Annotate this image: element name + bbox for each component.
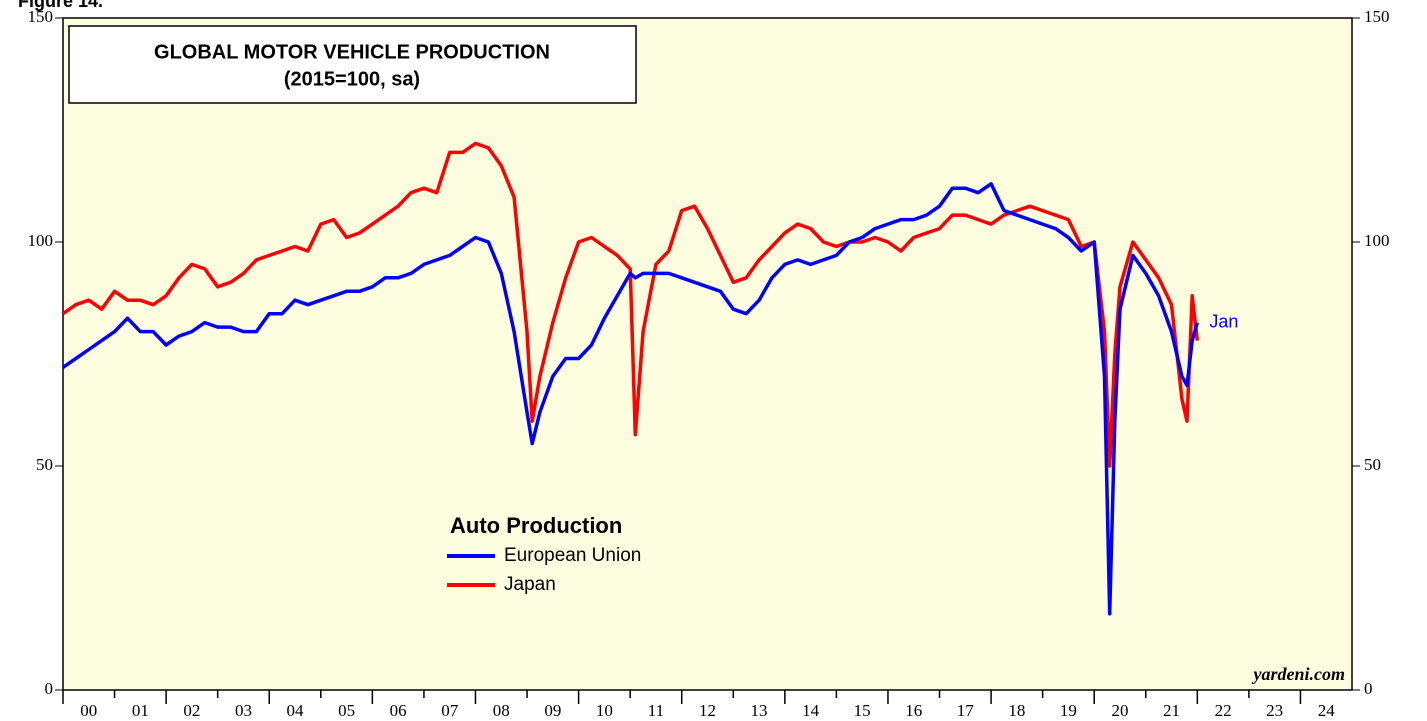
y-tick-label-right: 150 [1364,7,1390,26]
legend-label: Japan [504,574,556,595]
series-line [61,141,1200,468]
x-tick-label: 23 [1266,701,1283,720]
x-tick-label: 03 [235,701,252,720]
x-tick-label: 05 [338,701,355,720]
y-tick-label: 100 [28,231,54,250]
x-tick-label: 14 [802,701,820,720]
chart-title: GLOBAL MOTOR VEHICLE PRODUCTION [154,41,550,63]
x-tick-label: 19 [1060,701,1077,720]
x-tick-label: 15 [854,701,871,720]
x-tick-label: 11 [648,701,664,720]
x-tick-label: 20 [1111,701,1128,720]
plot-area [62,17,1353,691]
y-tick-label: 50 [36,455,53,474]
x-tick-label: 04 [287,701,305,720]
x-tick-label: 16 [905,701,922,720]
x-tick-label: 07 [441,701,459,720]
source: yardeni.com [1252,664,1346,684]
legend-title: Auto Production [450,513,622,538]
x-tick-label: 02 [183,701,200,720]
x-tick-label: 01 [132,701,149,720]
x-tick-label: 13 [751,701,768,720]
y-tick-label: 0 [45,679,54,698]
x-tick-label: 06 [390,701,407,720]
legend-label: European Union [504,545,641,566]
x-tick-label: 22 [1215,701,1232,720]
y-tick-label-right: 50 [1364,455,1381,474]
series-line [62,182,1199,616]
x-tick-label: 12 [699,701,716,720]
y-tick-label: 150 [28,7,54,26]
figure-label: Figure 14. [18,0,103,11]
x-tick-label: 24 [1318,701,1336,720]
x-tick-label: 09 [544,701,561,720]
title-box [68,25,637,104]
x-tick-label: 17 [957,701,975,720]
y-tick-label-right: 100 [1364,231,1390,250]
x-tick-label: 21 [1163,701,1180,720]
x-tick-label: 00 [80,701,97,720]
x-tick-label: 18 [1008,701,1025,720]
annotation: Jan [1209,311,1238,331]
x-tick-label: 10 [596,701,613,720]
chart-subtitle: (2015=100, sa) [284,68,420,90]
y-tick-label-right: 0 [1364,679,1373,698]
x-tick-label: 08 [493,701,510,720]
